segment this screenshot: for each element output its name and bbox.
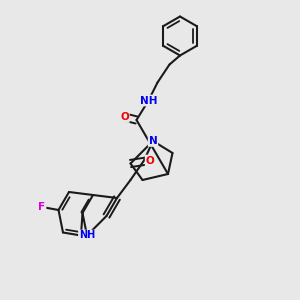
Text: F: F (38, 202, 46, 212)
Text: NH: NH (140, 95, 157, 106)
Text: N: N (148, 136, 158, 146)
Text: NH: NH (79, 230, 95, 241)
Text: O: O (120, 112, 129, 122)
Text: O: O (146, 155, 154, 166)
